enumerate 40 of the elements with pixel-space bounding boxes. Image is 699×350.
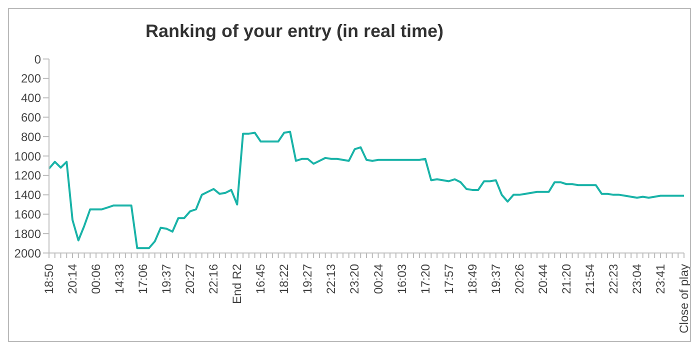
y-tick-label: 400 [20,91,42,106]
x-tick-label: 00:06 [89,264,104,294]
y-tick-label: 600 [20,110,42,124]
x-tick-label: 20:27 [183,264,198,294]
x-tick-label: 17:20 [418,264,432,294]
y-tick-label: 800 [20,130,42,144]
x-tick-label: 00:24 [371,264,386,294]
x-tick-label: 22:16 [206,264,221,294]
x-tick-label: 20:14 [66,264,80,294]
x-tick-label: 19:37 [160,264,174,294]
y-tick-label: 1600 [14,207,42,222]
x-tick-label: 21:20 [559,264,574,294]
x-tick-label: 17:06 [136,264,150,294]
x-tick-label: 23:41 [653,264,668,294]
x-tick-label: 22:13 [324,264,338,294]
x-tick-label: 20:44 [536,264,550,294]
x-tick-label: 23:04 [630,264,644,294]
x-tick-label: 18:22 [277,264,292,294]
x-tick-label: 18:50 [42,264,56,294]
y-tick-label: 1400 [14,188,42,202]
x-tick-label: 16:45 [254,264,268,294]
x-tick-label: 17:57 [442,264,456,294]
y-tick-label: 0 [34,52,42,66]
x-tick-label: 16:03 [394,264,409,294]
x-tick-label: 19:27 [300,264,315,294]
x-tick-label: 23:20 [348,264,362,294]
y-tick-label: 2000 [14,246,42,260]
y-tick-label: 1800 [14,226,42,241]
line-series [48,130,685,250]
x-tick-label: 18:49 [465,264,480,294]
x-tick-label: End R2 [230,264,244,304]
x-tick-label: 21:54 [582,264,597,294]
y-tick-label: 200 [20,72,42,86]
y-tick-label: 1000 [14,149,42,164]
chart-title: Ranking of your entry (in real time) [144,20,445,43]
x-tick-label: 22:23 [606,264,620,294]
x-tick-label: 19:37 [488,264,503,294]
y-tick-label: 1200 [14,168,42,183]
x-tick-label: 20:26 [512,264,526,294]
x-tick-label: 14:33 [112,264,127,294]
